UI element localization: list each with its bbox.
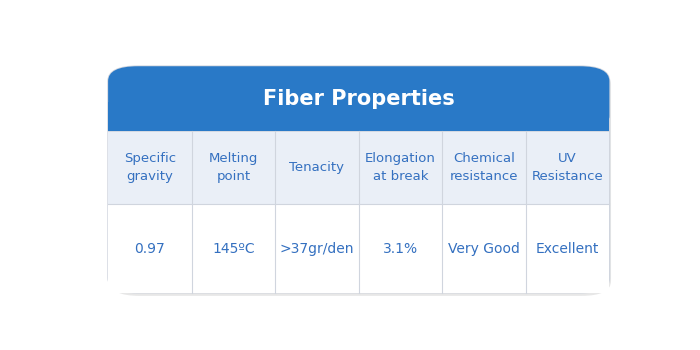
Text: UV
Resistance: UV Resistance xyxy=(532,152,603,183)
Bar xyxy=(275,131,358,204)
Text: Specific
gravity: Specific gravity xyxy=(124,152,176,183)
Text: 3.1%: 3.1% xyxy=(383,241,418,255)
Bar xyxy=(358,131,442,204)
Text: Chemical
resistance: Chemical resistance xyxy=(450,152,518,183)
Text: >37gr/den: >37gr/den xyxy=(280,241,354,255)
Text: Tenacity: Tenacity xyxy=(290,161,344,174)
Bar xyxy=(358,204,442,293)
Text: Very Good: Very Good xyxy=(448,241,520,255)
Bar xyxy=(526,204,610,293)
Bar xyxy=(192,131,275,204)
Bar xyxy=(108,131,192,204)
FancyBboxPatch shape xyxy=(108,66,610,131)
Text: Fiber Properties: Fiber Properties xyxy=(263,89,454,108)
Bar xyxy=(526,131,610,204)
Text: 0.97: 0.97 xyxy=(134,241,165,255)
FancyBboxPatch shape xyxy=(110,70,611,296)
FancyBboxPatch shape xyxy=(108,66,610,293)
Bar xyxy=(442,204,526,293)
Bar xyxy=(108,204,192,293)
Text: Melting
point: Melting point xyxy=(209,152,258,183)
Text: Excellent: Excellent xyxy=(536,241,599,255)
Text: Elongation
at break: Elongation at break xyxy=(365,152,436,183)
Bar xyxy=(442,131,526,204)
Bar xyxy=(192,204,275,293)
Bar xyxy=(108,102,610,131)
Text: 145ºC: 145ºC xyxy=(212,241,255,255)
Bar xyxy=(275,204,358,293)
